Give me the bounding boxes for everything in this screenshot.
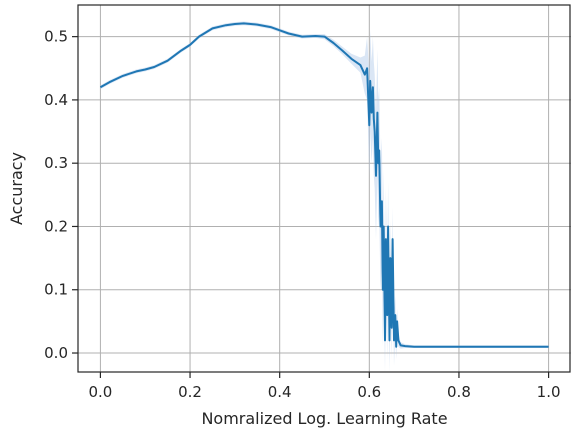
x-axis-label: Nomralized Log. Learning Rate [201, 409, 447, 428]
x-tick-label: 0.0 [88, 383, 112, 401]
x-axis: 0.0 0.2 0.4 0.6 0.8 1.0 [88, 372, 561, 401]
y-tick-label: 0.5 [44, 28, 68, 46]
x-tick-label: 0.4 [268, 383, 292, 401]
y-tick-label: 0.2 [44, 217, 68, 235]
plot-frame [77, 4, 571, 373]
y-tick-label: 0.4 [44, 91, 68, 109]
confidence-band [100, 21, 549, 372]
y-tick-label: 0.3 [44, 154, 68, 172]
series-line [99, 22, 549, 348]
y-axis-label: Accuracy [7, 152, 26, 225]
y-tick-label: 0.1 [44, 281, 68, 299]
y-axis: 0.0 0.1 0.2 0.3 0.4 0.5 [44, 28, 78, 362]
y-tick-label: 0.0 [44, 344, 68, 362]
x-tick-label: 0.2 [178, 383, 202, 401]
x-tick-label: 0.6 [357, 383, 381, 401]
x-tick-label: 1.0 [537, 383, 561, 401]
x-tick-label: 0.8 [447, 383, 471, 401]
grid [78, 5, 571, 372]
